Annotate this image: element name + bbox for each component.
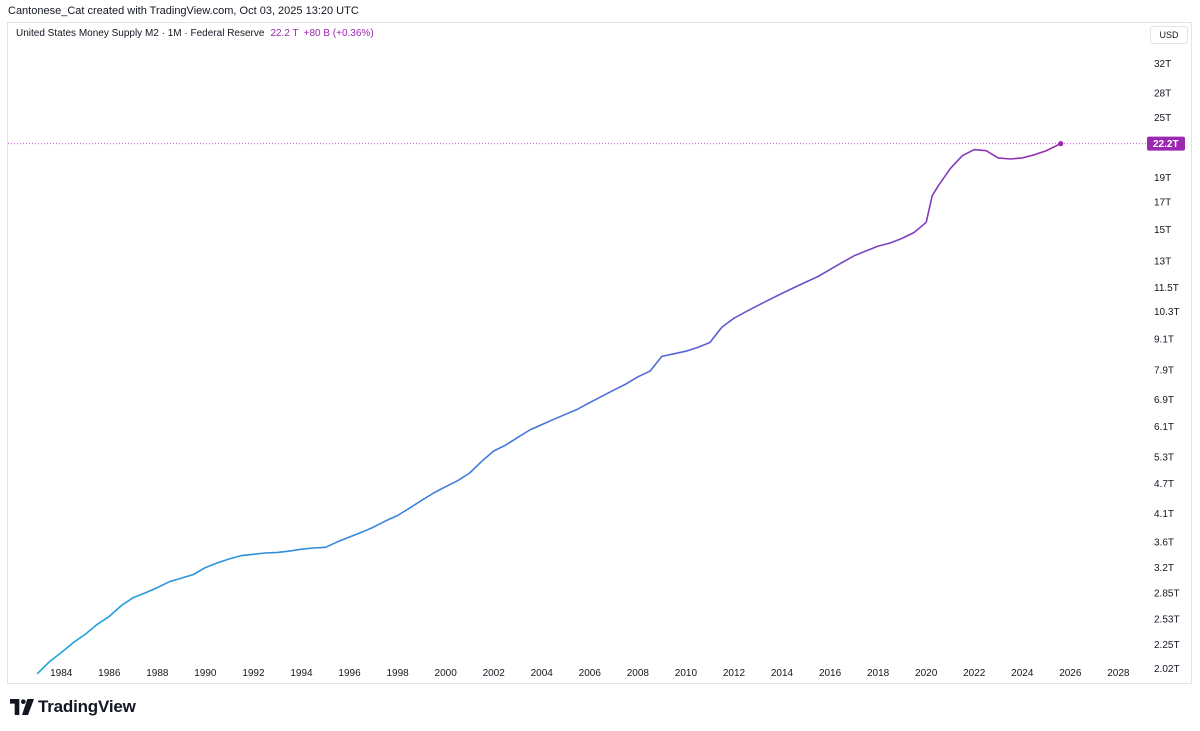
y-tick-label: 2.25T (1154, 640, 1180, 651)
y-tick-label: 4.7T (1154, 479, 1174, 490)
y-tick-label: 7.9T (1154, 365, 1174, 376)
last-point-marker (1058, 141, 1064, 147)
x-tick-label: 1986 (98, 668, 121, 679)
y-tick-label: 2.53T (1154, 615, 1180, 626)
y-tick-label: 4.1T (1154, 509, 1174, 520)
y-tick-label: 17T (1154, 198, 1171, 209)
y-tick-label: 11.5T (1154, 283, 1179, 294)
x-tick-label: 2020 (915, 668, 938, 679)
x-tick-label: 2022 (963, 668, 986, 679)
currency-button[interactable]: USD (1150, 26, 1188, 44)
x-tick-label: 2012 (723, 668, 746, 679)
series-legend: United States Money Supply M2 · 1M · Fed… (16, 28, 374, 39)
last-price-label: 22.2T (1147, 136, 1185, 151)
x-tick-label: 2014 (771, 668, 794, 679)
x-tick-label: 1996 (338, 668, 361, 679)
x-axis: 1984 1986 1988 1990 1992 1994 1996 1998 2000 2002… (50, 668, 1130, 679)
x-tick-label: 2006 (579, 668, 602, 679)
legend-change: +80 B (+0.36%) (303, 28, 374, 39)
y-tick-label: 5.3T (1154, 453, 1174, 464)
x-tick-label: 1994 (290, 668, 313, 679)
x-tick-label: 1984 (50, 668, 73, 679)
x-tick-label: 1990 (194, 668, 217, 679)
x-tick-label: 2008 (627, 668, 650, 679)
y-tick-label: 25T (1154, 113, 1171, 124)
chart-frame[interactable] (7, 22, 1192, 684)
x-tick-label: 2028 (1107, 668, 1130, 679)
last-price-label-text: 22.2T (1153, 139, 1179, 150)
x-tick-label: 2010 (675, 668, 698, 679)
x-tick-label: 2018 (867, 668, 890, 679)
y-axis: 2.02T 2.25T 2.53T 2.85T 3.2T 3.6T 4.1T 4.7T 5.3T… (1154, 59, 1180, 675)
y-tick-label: 13T (1154, 256, 1171, 267)
y-tick-label: 6.9T (1154, 395, 1174, 406)
y-tick-label: 15T (1154, 225, 1171, 236)
y-tick-label: 2.85T (1154, 588, 1180, 599)
legend-value: 22.2 T (270, 28, 299, 39)
series-line-m2 (36, 142, 1062, 675)
y-tick-label: 9.1T (1154, 334, 1174, 345)
y-tick-label: 3.6T (1154, 537, 1174, 548)
y-tick-label: 3.2T (1154, 563, 1174, 574)
x-tick-label: 2000 (435, 668, 458, 679)
chart-credit: Cantonese_Cat created with TradingView.c… (8, 5, 359, 17)
tradingview-logo-icon (10, 699, 34, 715)
y-tick-label: 32T (1154, 59, 1171, 70)
x-tick-label: 2024 (1011, 668, 1034, 679)
tradingview-logo[interactable]: TradingView (10, 697, 136, 717)
x-tick-label: 1988 (146, 668, 169, 679)
tradingview-logo-text: TradingView (38, 697, 136, 716)
x-tick-label: 2002 (483, 668, 506, 679)
y-tick-label: 10.3T (1154, 307, 1180, 318)
x-tick-label: 1998 (386, 668, 409, 679)
x-tick-label: 2026 (1059, 668, 1082, 679)
legend-title: United States Money Supply M2 · 1M · Fed… (16, 28, 265, 39)
y-tick-label: 6.1T (1154, 422, 1174, 433)
y-tick-label: 2.02T (1154, 664, 1180, 675)
y-tick-label: 19T (1154, 173, 1171, 184)
y-tick-label: 28T (1154, 88, 1171, 99)
x-tick-label: 2016 (819, 668, 842, 679)
x-tick-label: 2004 (531, 668, 554, 679)
x-tick-label: 1992 (242, 668, 265, 679)
